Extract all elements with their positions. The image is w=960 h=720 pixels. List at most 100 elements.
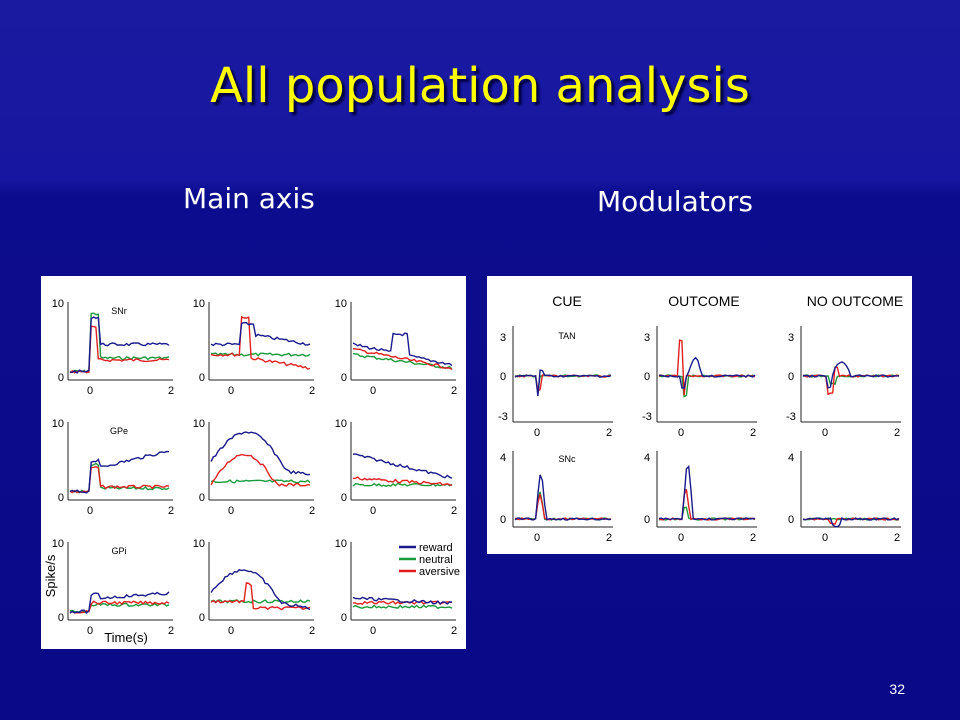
right-r0c1-neutral-line [658, 374, 756, 398]
left-r1c0-aversive-line [69, 465, 170, 494]
left-r1c0-ytick-0: 0 [58, 492, 64, 504]
right-r0c2-ytick-3: 3 [788, 332, 794, 344]
left-r2c2-ytick-0: 0 [341, 612, 347, 624]
left-r2c1-xtick-2: 2 [309, 625, 315, 637]
left-r0c1-ytick-0: 0 [199, 372, 205, 384]
left-r0c2-ytick-0: 0 [341, 372, 347, 384]
left-y-axis-label: Spike/s [43, 554, 58, 597]
left-r2c0-ytick-0: 0 [58, 612, 64, 624]
left-r0c0-xtick-2: 2 [168, 385, 174, 397]
left-row-label-1: GPe [110, 426, 128, 436]
main-axis-subtitle: Main axis [183, 182, 315, 215]
left-r0c2-ytick-10: 10 [335, 298, 347, 310]
right-r0c1-reward-line [658, 356, 756, 389]
left-r1c1-ytick-10: 10 [193, 418, 205, 430]
right-r1c0-xtick-0: 0 [534, 532, 540, 544]
left-r2c1-reward-line [210, 568, 311, 611]
left-r2c2-xtick-0: 0 [370, 625, 376, 637]
right-r1c0-ytick-0: 0 [500, 514, 506, 526]
right-r0c1-aversive-line [658, 339, 756, 396]
right-r0c2-ytick-neg3: -3 [786, 411, 796, 423]
left-r0c2-neutral-line [352, 352, 453, 370]
right-r0c2-reward-line [802, 361, 900, 389]
left-r0c2-xtick-0: 0 [370, 385, 376, 397]
left-r0c1-neutral-line [210, 352, 311, 357]
main-axis-figure: 10 0 0 2 10 0 0 2 10 0 0 2 SNr 10 0 0 2 10 0 0 2 10 0 0 2 GPe 10 0 0… [41, 276, 466, 649]
left-r1c1-xtick-0: 0 [228, 505, 234, 517]
right-r1c0-neutral-line [514, 491, 611, 521]
left-x-axis-label: Time(s) [104, 630, 148, 645]
right-r0c2-aversive-line [802, 366, 900, 396]
left-r1c2-aversive-line [352, 476, 453, 486]
left-r0c2-aversive-line [352, 348, 453, 371]
right-r0c2-ytick-0: 0 [788, 371, 794, 383]
right-r0c1-xtick-2: 2 [750, 427, 756, 439]
main-axis-plots: 10 0 0 2 10 0 0 2 10 0 0 2 SNr 10 0 0 2 10 0 0 2 10 0 0 2 GPe 10 0 0… [43, 298, 460, 645]
right-r1c1-xtick-0: 0 [678, 532, 684, 544]
left-r2c1-xtick-0: 0 [228, 625, 234, 637]
right-row-label-snc: SNc [558, 454, 576, 464]
left-r2c2-aversive-line [353, 600, 453, 606]
left-r0c0-ytick-0: 0 [58, 372, 64, 384]
left-r1c0-neutral-line [69, 462, 170, 494]
right-r0c0-xtick-2: 2 [606, 427, 612, 439]
right-r1c1-xtick-2: 2 [750, 532, 756, 544]
left-r0c0-aversive-line [69, 325, 170, 374]
right-r1c0-reward-line [514, 474, 612, 521]
left-r1c0-ytick-10: 10 [52, 418, 64, 430]
header-outcome: OUTCOME [668, 293, 740, 309]
right-r1c0-ytick-4: 4 [500, 452, 506, 464]
right-r1c2-xtick-0: 0 [822, 532, 828, 544]
left-r0c1-ytick-10: 10 [193, 298, 205, 310]
left-r1c2-reward-line [352, 453, 453, 479]
left-row-label-2: GPi [111, 546, 126, 556]
left-r2c0-xtick-2: 2 [168, 625, 174, 637]
left-r0c0-xtick-0: 0 [87, 385, 93, 397]
right-r1c1-aversive-line [658, 489, 756, 521]
left-r1c1-xtick-2: 2 [309, 505, 315, 517]
left-r2c1-aversive-line [210, 582, 311, 611]
left-r1c2-ytick-10: 10 [335, 418, 347, 430]
left-r2c0-xtick-0: 0 [87, 625, 93, 637]
left-r1c0-reward-line [69, 450, 170, 494]
left-r0c1-xtick-2: 2 [309, 385, 315, 397]
right-r1c1-ytick-4: 4 [644, 452, 650, 464]
left-r2c2-xtick-2: 2 [451, 625, 457, 637]
right-r1c2-ytick-0: 0 [788, 514, 794, 526]
right-r0c0-xtick-0: 0 [534, 427, 540, 439]
left-r1c2-neutral-line [352, 482, 453, 487]
left-r0c2-xtick-2: 2 [451, 385, 457, 397]
left-r0c1-reward-line [210, 321, 311, 347]
legend-label-reward: reward [419, 542, 453, 554]
left-r2c2-ytick-10: 10 [335, 538, 347, 550]
left-r1c2-xtick-0: 0 [370, 505, 376, 517]
slide-title: All population analysis [210, 58, 750, 114]
header-cue: CUE [552, 293, 582, 309]
left-r0c0-reward-line [69, 316, 170, 375]
left-r2c0-reward-line [69, 591, 170, 614]
left-r1c2-ytick-0: 0 [341, 492, 347, 504]
left-r1c2-xtick-2: 2 [451, 505, 457, 517]
modulators-plots: CUE OUTCOME NO OUTCOME 3 0 -3 0 2 4 0 0 2 3 0 -3 0 2 4 0 0 2… [498, 293, 903, 544]
right-row-label-tan: TAN [558, 331, 575, 341]
left-r2c2-neutral-line [352, 604, 453, 610]
right-r1c2-reward-line [802, 516, 900, 528]
right-r0c0-ytick-0: 0 [500, 371, 506, 383]
modulators-figure: CUE OUTCOME NO OUTCOME 3 0 -3 0 2 4 0 0 2 3 0 -3 0 2 4 0 0 2… [487, 276, 912, 554]
right-r0c1-xtick-0: 0 [678, 427, 684, 439]
left-r2c2-reward-line [352, 596, 452, 605]
right-r0c0-reward-line [514, 369, 612, 397]
left-r1c0-xtick-0: 0 [87, 505, 93, 517]
left-r0c1-aversive-line [210, 315, 311, 370]
left-r1c1-aversive-line [210, 453, 311, 487]
right-r0c1-ytick-3: 3 [644, 332, 650, 344]
right-r0c2-xtick-0: 0 [822, 427, 828, 439]
right-r0c2-xtick-2: 2 [894, 427, 900, 439]
page-number: 32 [889, 681, 905, 697]
left-r1c1-neutral-line [210, 479, 311, 484]
header-no-outcome: NO OUTCOME [807, 293, 903, 309]
right-r0c1-ytick-0: 0 [644, 371, 650, 383]
left-r2c1-neutral-line [210, 599, 311, 604]
legend-label-neutral: neutral [419, 554, 453, 566]
right-r0c0-ytick-neg3: -3 [498, 411, 508, 423]
